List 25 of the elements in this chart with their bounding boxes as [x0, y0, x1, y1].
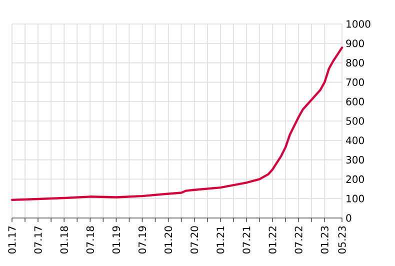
x-tick-label: 07.17 — [34, 226, 42, 254]
x-tick-label: 07.20 — [190, 226, 198, 254]
y-tick-label: 300 — [346, 156, 364, 164]
x-tick-label: 01.18 — [60, 226, 68, 254]
x-tick-label: 07.22 — [294, 226, 302, 254]
x-tick-label: 01.23 — [320, 226, 328, 254]
x-tick-label: 01.21 — [216, 226, 224, 254]
x-tick-label: 01.20 — [164, 226, 172, 254]
x-tick-label: 01.22 — [268, 226, 276, 254]
y-tick-label: 200 — [346, 175, 364, 183]
y-tick-label: 900 — [346, 40, 364, 48]
x-tick-label: 07.18 — [86, 226, 94, 254]
y-tick-label: 700 — [346, 78, 364, 86]
x-tick-label: 07.21 — [242, 226, 250, 254]
y-tick-label: 100 — [346, 194, 364, 202]
y-tick-label: 800 — [346, 59, 364, 67]
x-tick-label: 01.17 — [8, 226, 16, 254]
x-tick-label: 05.23 — [338, 226, 346, 254]
y-tick-label: 1000 — [346, 20, 370, 28]
x-tick-label: 01.19 — [112, 226, 120, 254]
x-tick-label: 07.19 — [138, 226, 146, 254]
y-tick-label: 500 — [346, 117, 364, 125]
y-tick-label: 0 — [346, 214, 352, 222]
y-tick-label: 400 — [346, 136, 364, 144]
y-tick-label: 600 — [346, 98, 364, 106]
